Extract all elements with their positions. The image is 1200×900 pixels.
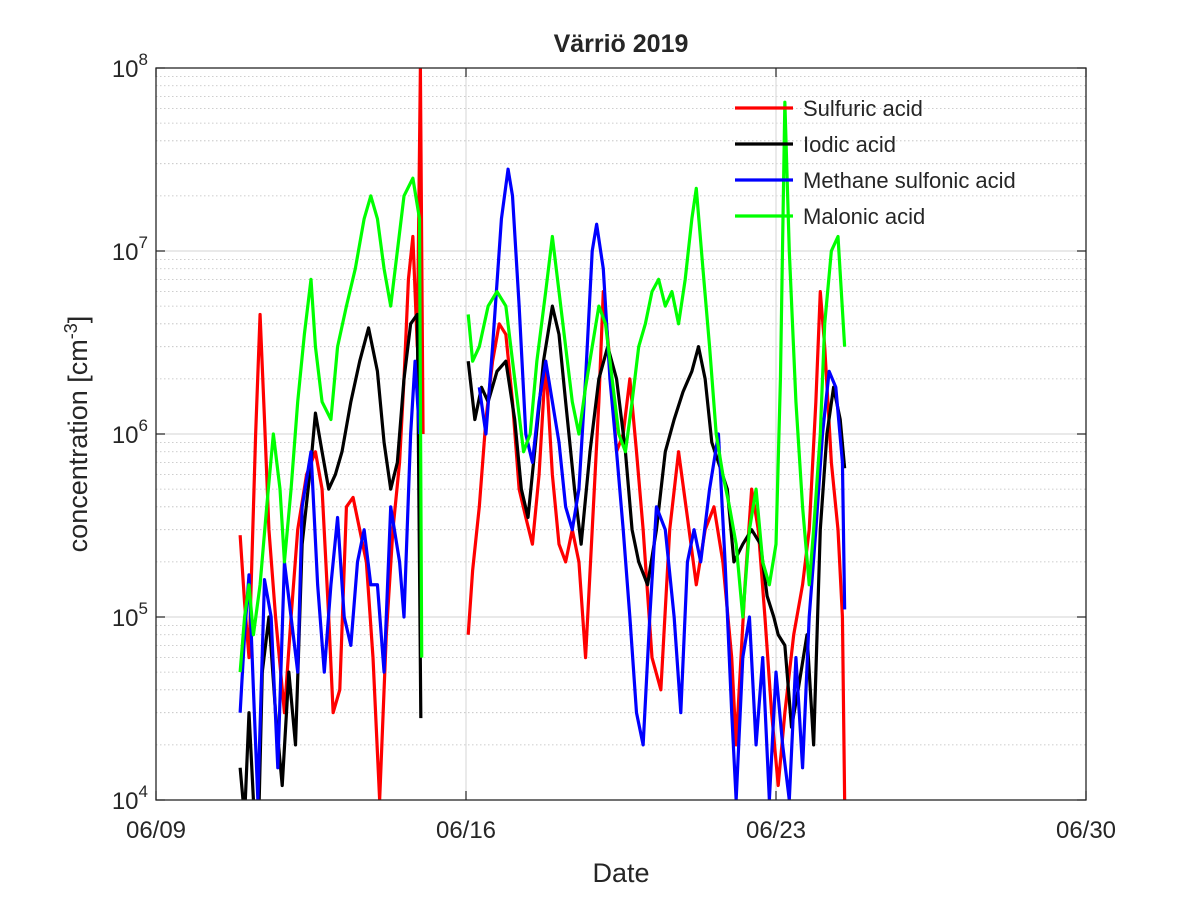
- y-axis-label: concentration [cm-3]: [61, 316, 93, 553]
- series-line-methane-sulfonic-acid: [477, 167, 847, 800]
- legend-label: Iodic acid: [803, 132, 896, 157]
- series-line-iodic-acid: [466, 304, 847, 747]
- series-line-malonic-acid: [238, 176, 424, 673]
- x-tick-label: 06/30: [1056, 817, 1116, 844]
- chart-title: Värriö 2019: [554, 30, 689, 58]
- y-axis-label-exponent: -3: [61, 323, 81, 339]
- y-axis-label-close: ]: [63, 316, 93, 324]
- x-axis-label: Date: [592, 858, 649, 888]
- series-line-methane-sulfonic-acid: [238, 359, 422, 800]
- x-tick-label: 06/23: [746, 817, 806, 844]
- minor-grid: [156, 75, 1086, 746]
- y-tick-label: 104: [112, 782, 148, 815]
- y-tick-labels: 104 105 106 107 108: [112, 50, 148, 815]
- legend-label: Malonic acid: [803, 204, 925, 229]
- legend: Sulfuric acid Iodic acid Methane sulfonic …: [735, 96, 1016, 229]
- legend-label: Methane sulfonic acid: [803, 168, 1016, 193]
- tick-marks: [155, 67, 1087, 801]
- y-tick-label: 106: [112, 416, 148, 449]
- series-layer: [238, 68, 847, 800]
- x-tick-label: 06/09: [126, 817, 186, 844]
- x-tick-label: 06/16: [436, 817, 496, 844]
- y-tick-label: 105: [112, 599, 148, 632]
- series-line-malonic-acid: [466, 100, 847, 619]
- y-axis-label-main: concentration [cm: [63, 339, 93, 552]
- x-tick-labels: 06/09 06/16 06/23 06/30: [126, 817, 1116, 844]
- y-tick-label: 107: [112, 233, 148, 266]
- legend-label: Sulfuric acid: [803, 96, 923, 121]
- y-tick-label: 108: [112, 50, 148, 83]
- series-line-sulfuric-acid: [466, 290, 847, 800]
- major-grid: [156, 68, 1086, 800]
